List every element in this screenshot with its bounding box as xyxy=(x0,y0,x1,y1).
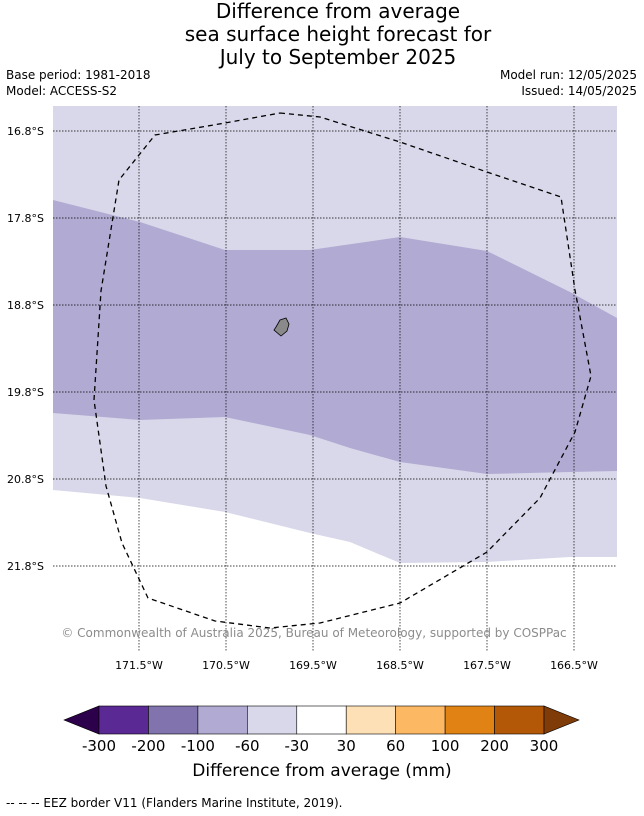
colorbar: -300 -200 -100 -60 -30 30 60 100 200 300 xyxy=(63,705,580,755)
map-title: Difference from average sea surface heig… xyxy=(0,0,644,69)
base-period: Base period: 1981-2018 xyxy=(6,68,151,82)
lon-label: 168.5°W xyxy=(376,659,424,672)
colorbar-segment xyxy=(345,705,396,735)
colorbar-segment xyxy=(197,705,248,735)
lon-label: 166.5°W xyxy=(550,659,598,672)
lat-label: 20.8°S xyxy=(7,473,44,486)
lon-label: 171.5°W xyxy=(115,659,163,672)
lat-label: 21.8°S xyxy=(7,560,44,573)
lon-label: 170.5°W xyxy=(202,659,250,672)
colorbar-segment xyxy=(296,705,347,735)
copyright-credit: © Commonwealth of Australia 2025, Bureau… xyxy=(61,626,566,640)
colorbar-tick-label: -60 xyxy=(235,737,260,755)
anomaly-region-neutral xyxy=(53,490,617,651)
colorbar-tick-label: 300 xyxy=(530,737,559,755)
colorbar-tick-label: -100 xyxy=(181,737,215,755)
colorbar-tick-label: -300 xyxy=(82,737,116,755)
colorbar-segments xyxy=(63,705,580,735)
title-line-3: July to September 2025 xyxy=(219,45,457,69)
island-shape xyxy=(273,317,290,337)
colorbar-tick-label: 30 xyxy=(337,737,356,755)
colorbar-tick-label: 200 xyxy=(480,737,509,755)
colorbar-extend-high xyxy=(543,705,580,735)
colorbar-extend-low xyxy=(63,705,100,735)
meta-right: Model run: 12/05/2025 Issued: 14/05/2025 xyxy=(500,67,637,99)
colorbar-segment xyxy=(247,705,298,735)
model-run: Model run: 12/05/2025 xyxy=(499,68,637,82)
anomaly-region-medium xyxy=(53,200,617,474)
colorbar-ticks: -300 -200 -100 -60 -30 30 60 100 200 300 xyxy=(82,737,558,755)
colorbar-segment xyxy=(148,705,199,735)
colorbar-tick-label: -30 xyxy=(285,737,310,755)
colorbar-segment xyxy=(395,705,446,735)
lat-label: 19.8°S xyxy=(7,386,44,399)
colorbar-segment xyxy=(494,705,545,735)
lat-label: 17.8°S xyxy=(7,212,44,225)
lon-label: 167.5°W xyxy=(463,659,511,672)
colorbar-tick-label: 100 xyxy=(431,737,460,755)
colorbar-tick-label: 60 xyxy=(386,737,405,755)
longitude-labels: 171.5°W 170.5°W 169.5°W 168.5°W 167.5°W … xyxy=(115,659,598,672)
eez-boundary xyxy=(93,112,592,629)
colorbar-label: Difference from average (mm) xyxy=(192,761,452,781)
colorbar-segment xyxy=(444,705,495,735)
map: 16.8°S 17.8°S 18.8°S 19.8°S 20.8°S 21.8°… xyxy=(7,106,617,672)
lon-label: 169.5°W xyxy=(289,659,337,672)
model-name: Model: ACCESS-S2 xyxy=(6,84,118,98)
title-line-2: sea surface height forecast for xyxy=(184,22,492,46)
colorbar-segment xyxy=(98,705,149,735)
title-line-1: Difference from average xyxy=(215,0,461,23)
lat-label: 18.8°S xyxy=(7,299,44,312)
colorbar-tick-label: -200 xyxy=(131,737,165,755)
issued-date: Issued: 14/05/2025 xyxy=(521,84,637,98)
lat-label: 16.8°S xyxy=(7,125,44,138)
meta-left: Base period: 1981-2018 Model: ACCESS-S2 xyxy=(6,67,151,99)
latitude-labels: 16.8°S 17.8°S 18.8°S 19.8°S 20.8°S 21.8°… xyxy=(7,125,44,573)
eez-legend-note: -- -- -- EEZ border V11 (Flanders Marine… xyxy=(6,796,343,810)
grid-lines xyxy=(53,106,617,651)
